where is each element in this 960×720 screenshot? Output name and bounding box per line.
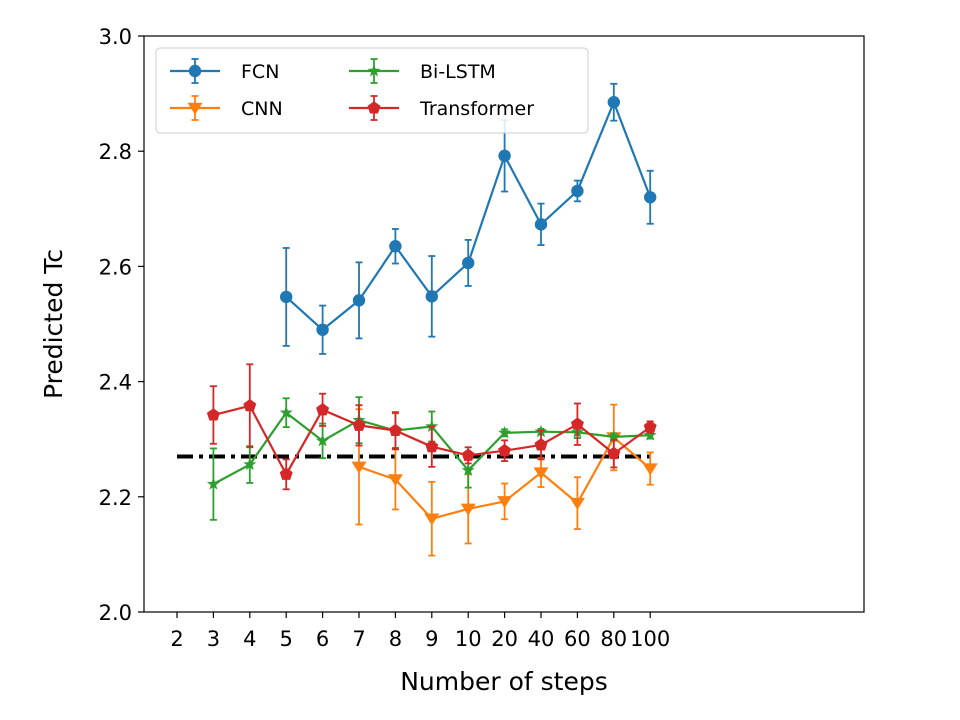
transformer-point <box>461 448 475 461</box>
cnn-point <box>533 467 549 480</box>
legend-marker <box>187 102 203 115</box>
fcn-point <box>316 323 329 336</box>
bi-lstm-point <box>243 457 257 471</box>
x-tick-label: 9 <box>425 627 438 651</box>
transformer-point <box>316 403 330 416</box>
x-tick-label: 8 <box>389 627 402 651</box>
fcn-point <box>352 294 366 307</box>
fcn-point <box>607 96 620 109</box>
fcn-point <box>425 290 438 303</box>
bi-lstm-point <box>607 430 621 443</box>
transformer-point <box>607 446 621 460</box>
bi-lstm-point <box>461 463 475 476</box>
cnn-point <box>351 461 367 474</box>
legend-box <box>155 47 589 134</box>
x-tick-label: 60 <box>564 627 591 651</box>
x-tick-label: 80 <box>600 627 627 651</box>
legend-item-cnn: CNN <box>170 95 283 121</box>
series-transformer <box>206 363 657 491</box>
transformer-point <box>643 420 657 433</box>
y-tick-label: 2.0 <box>99 601 132 625</box>
legend-marker <box>367 101 381 114</box>
legend-label: Transformer <box>419 98 534 120</box>
y-tick-label: 3.0 <box>99 25 132 49</box>
fcn-point <box>644 191 657 204</box>
fcn-point <box>571 184 584 198</box>
bi-lstm-point <box>643 428 657 441</box>
y-tick-label: 2.8 <box>99 140 132 164</box>
fcn-point <box>498 149 511 163</box>
fcn-point <box>462 256 475 270</box>
transformer-point <box>352 418 366 431</box>
transformer-point <box>534 438 548 451</box>
x-tick-label: 10 <box>455 627 482 651</box>
y-axis: 2.0 2.2 2.4 2.6 2.8 3.0 <box>99 25 144 625</box>
cnn-point <box>387 474 403 487</box>
bi-lstm-point <box>279 405 293 419</box>
bi-lstm-point <box>498 426 512 439</box>
x-axis: 2 3 4 5 6 7 8 9 10 20 40 60 80 100 <box>170 612 670 651</box>
legend-label: Bi-LSTM <box>420 61 496 83</box>
x-tick-label: 100 <box>630 627 670 651</box>
fcn-point <box>389 240 402 253</box>
x-tick-label: 2 <box>170 627 183 651</box>
legend-marker <box>367 64 381 77</box>
legend-item-transformer: Transformer <box>349 95 534 121</box>
y-axis-label: Predicted Tc <box>39 249 68 399</box>
fcn-point <box>534 218 548 231</box>
y-tick-label: 2.6 <box>99 255 132 279</box>
legend-item-bi-lstm: Bi-LSTM <box>349 58 496 84</box>
x-tick-label: 7 <box>352 627 365 651</box>
legend: FCN CNN Bi-LSTM Transformer <box>155 47 589 134</box>
series-fcn <box>280 82 657 355</box>
x-tick-label: 3 <box>207 627 220 651</box>
cnn-point <box>642 463 658 476</box>
transformer-point <box>498 443 512 457</box>
cnn-point <box>424 513 440 526</box>
transformer-point <box>388 423 402 437</box>
x-tick-label: 4 <box>243 627 256 651</box>
legend-label: FCN <box>241 61 279 83</box>
bi-lstm-point <box>206 477 220 490</box>
transformer-point <box>206 408 220 421</box>
transformer-point <box>425 439 439 453</box>
x-tick-label: 20 <box>491 627 518 651</box>
cnn-point <box>497 496 513 509</box>
legend-label: CNN <box>241 98 283 120</box>
x-tick-label: 5 <box>280 627 293 651</box>
y-tick-label: 2.4 <box>99 371 132 395</box>
transformer-point <box>570 417 584 430</box>
fcn-point <box>280 290 293 304</box>
y-tick-label: 2.2 <box>99 486 132 510</box>
plot-frame <box>143 35 865 613</box>
x-tick-label: 6 <box>316 627 329 651</box>
legend-marker <box>188 64 202 78</box>
transformer-point <box>279 467 293 480</box>
bi-lstm-point <box>316 434 330 447</box>
transformer-point <box>243 398 257 412</box>
legend-item-fcn: FCN <box>170 58 279 84</box>
cnn-point <box>569 497 585 510</box>
series-cnn <box>351 403 658 557</box>
x-axis-label: Number of steps <box>400 667 608 696</box>
cnn-point <box>460 503 476 516</box>
plot-area <box>177 82 658 557</box>
x-tick-label: 40 <box>528 627 555 651</box>
